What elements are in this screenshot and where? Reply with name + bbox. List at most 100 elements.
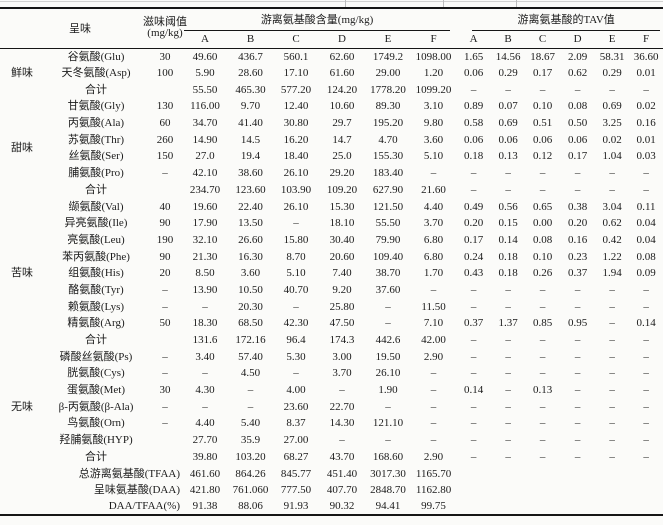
content-value: 27.0 [195, 150, 215, 163]
tav-value: – [609, 367, 615, 380]
table-row: 酪氨酸(Tyr) – 13.90 10.50 40.70 9.20 37.60 – – – – – – – [0, 282, 663, 299]
tav-value: 0.08 [636, 250, 656, 263]
content-value: 155.30 [372, 150, 404, 163]
content-value: 20.60 [329, 250, 355, 263]
tav-value: – [505, 417, 511, 430]
scan-artifact-tick [516, 0, 517, 8]
tav-value: 0.20 [567, 217, 588, 230]
content-value: 57.40 [238, 350, 263, 363]
content-value: 19.60 [192, 200, 218, 213]
tav-value: 0.38 [567, 200, 588, 213]
tav-value [595, 499, 629, 516]
content-value: 29.20 [329, 167, 355, 180]
tav-value: 0.01 [636, 133, 656, 146]
content-value: 436.7 [238, 50, 263, 63]
tav-value: – [609, 417, 615, 430]
content-value: 16.20 [283, 133, 309, 146]
content-value: 7.10 [423, 317, 444, 330]
content-value: 21.60 [421, 183, 446, 196]
tav-value: 0.02 [636, 100, 656, 113]
content-value: 3.60 [240, 267, 261, 280]
tav-value: 0.95 [567, 317, 588, 330]
table-row: 鸟氨酸(Orn) – 4.40 5.40 8.37 14.30 121.10 – – – – – – – [0, 415, 663, 432]
content-value: 37.60 [375, 283, 401, 296]
tav-value: 0.02 [602, 133, 622, 146]
content-value: 41.40 [238, 117, 263, 130]
table-row: 合计 39.80 103.20 68.27 43.70 168.60 2.90 – – – – – – [0, 449, 663, 466]
content-value: 123.60 [235, 183, 266, 196]
content-value: 116.00 [190, 100, 220, 113]
taste-group-label: 甜味 [11, 142, 33, 155]
tav-value: 0.00 [532, 217, 553, 230]
content-value: 55.50 [192, 83, 218, 96]
threshold-header-line1: 滋味阈值 [143, 16, 187, 29]
content-value: 407.70 [326, 484, 358, 497]
tav-value: – [470, 283, 477, 296]
table-row: 羟脯氨酸(HYP) 27.70 35.9 27.00 – – – – – – – – – [0, 432, 663, 449]
scan-artifact-tick [345, 0, 346, 8]
tav-value: – [643, 384, 649, 397]
table-row: 无味 磷酸丝氨酸(Ps) – 3.40 57.40 5.30 3.00 19.50 2.90 – –… [0, 348, 663, 413]
tav-value: 0.14 [463, 384, 484, 397]
amino-acid-name: 羟脯氨酸(HYP) [59, 434, 133, 447]
tav-value [456, 482, 491, 499]
content-value: 15.80 [283, 233, 309, 246]
tav-value: 0.13 [532, 384, 553, 397]
tav-value: – [505, 434, 511, 447]
tav-value: – [643, 400, 649, 413]
content-value: 18.40 [283, 150, 309, 163]
tav-sample-column-header: E [608, 33, 616, 46]
content-value: – [385, 300, 391, 313]
threshold-value [148, 182, 182, 199]
tav-value: 2.09 [567, 50, 588, 63]
content-value: – [247, 400, 254, 413]
threshold-column-header: 滋味阈值 (mg/kg) [143, 8, 187, 48]
tav-value: 0.37 [567, 267, 588, 280]
taste-group-label: 苦味 [11, 267, 33, 280]
amino-acid-name: 亮氨酸(Leu) [67, 233, 125, 246]
tav-value: 0.69 [602, 100, 622, 113]
content-value: 49.60 [192, 50, 218, 63]
tav-value: – [470, 83, 477, 96]
tav-value: – [470, 350, 477, 363]
content-value: 21.30 [192, 250, 218, 263]
tav-value: – [505, 183, 511, 196]
tav-value: – [609, 434, 615, 447]
tav-value: 0.43 [463, 267, 484, 280]
content-value: 29.7 [332, 117, 352, 130]
table-row: 甜味 甘氨酸(Gly) 130 116.00 9.70 12.40 10.60 89.30 3.… [0, 98, 663, 155]
amino-acid-name: 酪氨酸(Tyr) [68, 283, 124, 296]
content-value: 2848.70 [370, 484, 406, 497]
content-value: – [430, 400, 437, 413]
tav-value: – [609, 350, 615, 363]
threshold-value [148, 81, 182, 98]
tav-value: 0.20 [463, 217, 484, 230]
content-value: 91.38 [192, 500, 218, 513]
tav-value [525, 499, 560, 516]
tav-value: 0.65 [532, 200, 553, 213]
threshold-value: 30 [159, 50, 171, 63]
content-value: – [339, 434, 345, 447]
content-value: 18.30 [192, 317, 218, 330]
tav-value: 0.24 [463, 250, 484, 263]
tav-value: 0.09 [636, 267, 656, 280]
tav-value: 0.10 [532, 100, 553, 113]
content-value: – [293, 367, 299, 380]
tav-value: 1.04 [602, 150, 622, 163]
content-value: 22.70 [329, 400, 355, 413]
table-row: 鲜味 谷氨酸(Glu) 30 49.60 436.7 560.1 62.60 1749.2 10… [0, 48, 663, 80]
content-value: – [202, 367, 208, 380]
content-value: 14.90 [192, 133, 218, 146]
subtotal-label: 合计 [85, 83, 107, 96]
tav-value: – [505, 400, 511, 413]
content-value: 3.70 [423, 217, 444, 230]
tav-value: 0.62 [567, 67, 588, 80]
tav-value: – [539, 283, 546, 296]
table-row: β-丙氨酸(β-Ala) – – – 23.60 22.70 – – – – – – – – [0, 398, 663, 415]
content-value: – [293, 217, 299, 230]
tav-value: – [643, 283, 649, 296]
content-value: 91.93 [283, 500, 309, 513]
tav-value: 0.89 [463, 100, 484, 113]
subtotal-label: 合计 [85, 334, 107, 347]
content-value: 3.00 [332, 350, 352, 363]
